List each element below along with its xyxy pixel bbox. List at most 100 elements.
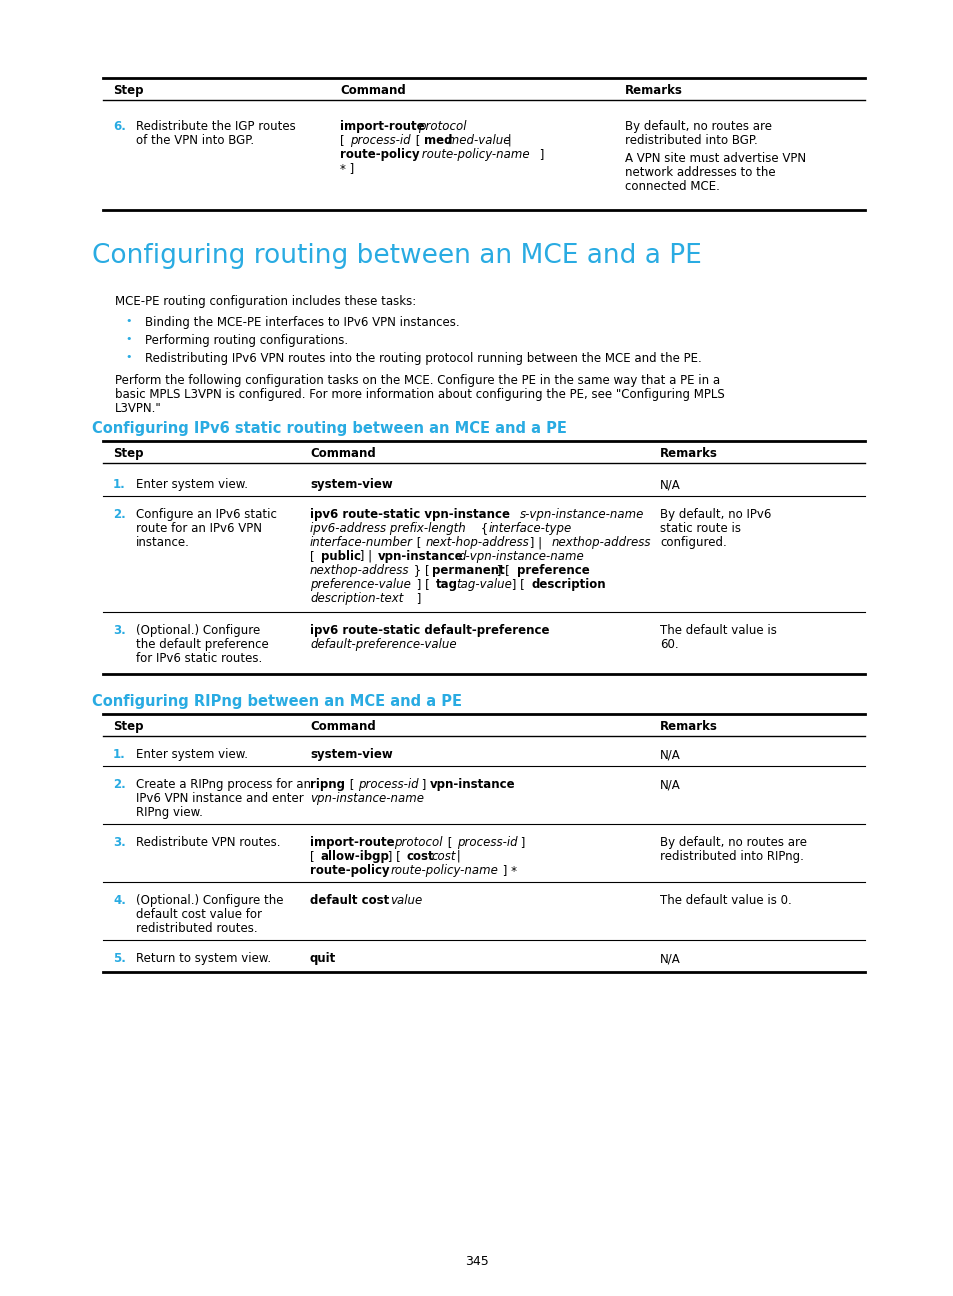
Text: tag: tag — [436, 578, 457, 591]
Text: ]: ] — [417, 778, 430, 791]
Text: (Optional.) Configure the: (Optional.) Configure the — [136, 894, 283, 907]
Text: default cost: default cost — [310, 894, 389, 907]
Text: vpn-instance: vpn-instance — [430, 778, 515, 791]
Text: med-value: med-value — [443, 133, 510, 146]
Text: ipv6-address prefix-length: ipv6-address prefix-length — [310, 522, 465, 535]
Text: ipv6 route-static default-preference: ipv6 route-static default-preference — [310, 623, 549, 638]
Text: RIPng view.: RIPng view. — [136, 806, 203, 819]
Text: ] [: ] [ — [507, 578, 528, 591]
Text: [: [ — [346, 778, 357, 791]
Text: (Optional.) Configure: (Optional.) Configure — [136, 623, 260, 638]
Text: preference-value: preference-value — [310, 578, 411, 591]
Text: ] |: ] | — [525, 537, 545, 550]
Text: ]: ] — [517, 836, 525, 849]
Text: redistributed routes.: redistributed routes. — [136, 921, 257, 934]
Text: ] [: ] [ — [384, 850, 404, 863]
Text: ]: ] — [536, 148, 544, 161]
Text: N/A: N/A — [659, 478, 680, 491]
Text: 2.: 2. — [112, 778, 126, 791]
Text: basic MPLS L3VPN is configured. For more information about configuring the PE, s: basic MPLS L3VPN is configured. For more… — [115, 388, 724, 400]
Text: public: public — [320, 550, 360, 562]
Text: route-policy: route-policy — [339, 148, 419, 161]
Text: default cost value for: default cost value for — [136, 908, 262, 921]
Text: route-policy-name: route-policy-name — [391, 864, 498, 877]
Text: 60.: 60. — [659, 638, 678, 651]
Text: |: | — [453, 850, 460, 863]
Text: MCE-PE routing configuration includes these tasks:: MCE-PE routing configuration includes th… — [115, 295, 416, 308]
Text: Configuring IPv6 static routing between an MCE and a PE: Configuring IPv6 static routing between … — [91, 421, 566, 435]
Text: 6.: 6. — [112, 121, 126, 133]
Text: [: [ — [310, 850, 318, 863]
Text: process-id: process-id — [456, 836, 517, 849]
Text: By default, no routes are: By default, no routes are — [659, 836, 806, 849]
Text: N/A: N/A — [659, 748, 680, 761]
Text: system-view: system-view — [310, 478, 393, 491]
Text: d-vpn-instance-name: d-vpn-instance-name — [457, 550, 583, 562]
Text: protocol: protocol — [394, 836, 442, 849]
Text: description-text: description-text — [310, 592, 403, 605]
Text: 4.: 4. — [112, 894, 126, 907]
Text: [: [ — [339, 133, 348, 146]
Text: process-id: process-id — [350, 133, 410, 146]
Text: Perform the following configuration tasks on the MCE. Configure the PE in the sa: Perform the following configuration task… — [115, 375, 720, 388]
Text: Remarks: Remarks — [624, 84, 682, 97]
Text: [: [ — [413, 537, 425, 550]
Text: ripng: ripng — [310, 778, 345, 791]
Text: {: { — [476, 522, 492, 535]
Text: ]: ] — [413, 592, 421, 605]
Text: next-hop-address: next-hop-address — [426, 537, 529, 550]
Text: •: • — [125, 353, 132, 362]
Text: permanent: permanent — [432, 564, 504, 577]
Text: Binding the MCE-PE interfaces to IPv6 VPN instances.: Binding the MCE-PE interfaces to IPv6 VP… — [145, 316, 459, 329]
Text: Step: Step — [112, 84, 143, 97]
Text: Return to system view.: Return to system view. — [136, 953, 271, 966]
Text: redistributed into RIPng.: redistributed into RIPng. — [659, 850, 803, 863]
Text: Configuring routing between an MCE and a PE: Configuring routing between an MCE and a… — [91, 244, 701, 270]
Text: the default preference: the default preference — [136, 638, 269, 651]
Text: Remarks: Remarks — [659, 721, 717, 734]
Text: L3VPN.": L3VPN." — [115, 402, 162, 415]
Text: Enter system view.: Enter system view. — [136, 478, 248, 491]
Text: Create a RIPng process for an: Create a RIPng process for an — [136, 778, 311, 791]
Text: * ]: * ] — [339, 162, 354, 175]
Text: 345: 345 — [465, 1255, 488, 1267]
Text: Command: Command — [310, 721, 375, 734]
Text: nexthop-address: nexthop-address — [552, 537, 651, 550]
Text: Configuring RIPng between an MCE and a PE: Configuring RIPng between an MCE and a P… — [91, 693, 461, 709]
Text: default-preference-value: default-preference-value — [310, 638, 456, 651]
Text: of the VPN into BGP.: of the VPN into BGP. — [136, 133, 253, 146]
Text: 3.: 3. — [112, 836, 126, 849]
Text: import-route: import-route — [339, 121, 428, 133]
Text: route-policy-name: route-policy-name — [417, 148, 529, 161]
Text: tag-value: tag-value — [456, 578, 512, 591]
Text: By default, no IPv6: By default, no IPv6 — [659, 508, 771, 521]
Text: Remarks: Remarks — [659, 447, 717, 460]
Text: The default value is: The default value is — [659, 623, 776, 638]
Text: Step: Step — [112, 721, 143, 734]
Text: protocol: protocol — [417, 121, 466, 133]
Text: By default, no routes are: By default, no routes are — [624, 121, 771, 133]
Text: network addresses to the: network addresses to the — [624, 166, 775, 179]
Text: quit: quit — [310, 953, 335, 966]
Text: •: • — [125, 334, 132, 343]
Text: } [: } [ — [410, 564, 433, 577]
Text: connected MCE.: connected MCE. — [624, 180, 720, 193]
Text: 1.: 1. — [112, 748, 126, 761]
Text: Redistributing IPv6 VPN routes into the routing protocol running between the MCE: Redistributing IPv6 VPN routes into the … — [145, 353, 701, 365]
Text: cost: cost — [407, 850, 435, 863]
Text: allow-ibgp: allow-ibgp — [320, 850, 390, 863]
Text: interface-number: interface-number — [310, 537, 413, 550]
Text: A VPN site must advertise VPN: A VPN site must advertise VPN — [624, 152, 805, 165]
Text: for IPv6 static routes.: for IPv6 static routes. — [136, 652, 262, 665]
Text: vpn-instance-name: vpn-instance-name — [310, 792, 423, 805]
Text: 2.: 2. — [112, 508, 126, 521]
Text: preference: preference — [517, 564, 589, 577]
Text: 3.: 3. — [112, 623, 126, 638]
Text: vpn-instance: vpn-instance — [377, 550, 463, 562]
Text: process-id: process-id — [357, 778, 418, 791]
Text: Command: Command — [310, 447, 375, 460]
Text: redistributed into BGP.: redistributed into BGP. — [624, 133, 757, 146]
Text: Command: Command — [339, 84, 405, 97]
Text: •: • — [125, 316, 132, 327]
Text: route for an IPv6 VPN: route for an IPv6 VPN — [136, 522, 262, 535]
